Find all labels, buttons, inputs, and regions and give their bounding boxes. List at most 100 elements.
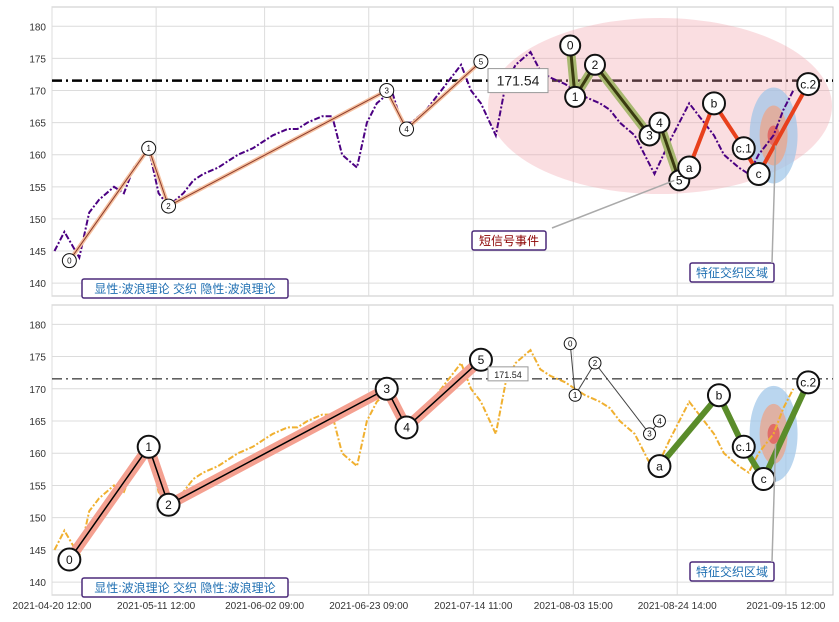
x-tick-label: 2021-06-23 09:00	[329, 601, 408, 612]
reference-value-box	[487, 366, 529, 382]
wave-point-label: a	[686, 161, 693, 175]
plot-frame	[51, 304, 834, 596]
y-tick-label: 160	[29, 151, 46, 162]
wave-point-label: c	[756, 167, 762, 181]
wave-point-label: 5	[478, 353, 485, 367]
wave-point-marker	[564, 85, 587, 108]
y-tick-label: 145	[29, 247, 46, 258]
wave-point-marker	[559, 34, 582, 57]
reference-value-label: 171.54	[494, 370, 522, 380]
y-tick-label: 140	[29, 279, 46, 290]
wave-point-marker	[468, 347, 493, 372]
wave-point-label: 4	[656, 116, 663, 130]
wave-point-marker	[473, 54, 489, 70]
wave-point-label: a	[656, 459, 663, 473]
wave-point-marker	[647, 454, 672, 479]
wave-point-marker	[648, 111, 671, 134]
wave-point-marker	[643, 427, 657, 441]
wave-point-label: c.1	[736, 440, 752, 454]
annotation-box	[81, 278, 289, 299]
y-tick-label: 175	[29, 353, 46, 364]
wave-point-label: b	[716, 388, 723, 402]
x-tick-label: 2021-07-14 11:00	[434, 601, 513, 612]
wave-point-marker	[652, 414, 666, 428]
y-tick-label: 140	[29, 578, 46, 589]
wave-path	[68, 359, 482, 561]
wave-point-marker	[563, 337, 577, 351]
y-tick-label: 165	[29, 119, 46, 130]
wave-point-marker	[731, 136, 756, 161]
wave-point-marker	[161, 198, 177, 214]
wave-point-label: 0	[66, 553, 73, 567]
y-tick-label: 165	[29, 417, 46, 428]
wave-point-label: b	[711, 97, 718, 111]
wave-point-marker	[677, 155, 702, 180]
y-tick-label: 150	[29, 514, 46, 525]
annotation-pointer	[771, 443, 777, 563]
wave-point-marker	[588, 356, 602, 370]
wave-point-marker	[399, 121, 415, 137]
y-tick-label: 155	[29, 481, 46, 492]
wave-point-label: 5	[479, 57, 484, 66]
y-tick-label: 160	[29, 449, 46, 460]
annotation-label: 显性:波浪理论 交织 隐性:波浪理论	[94, 580, 275, 595]
wave-point-label: 0	[568, 339, 573, 348]
wave-point-marker	[57, 547, 82, 572]
chart-panel-top: 140145150155160165170175180012345012345a…	[29, 6, 834, 299]
plot-frame	[51, 6, 834, 297]
annotation-box	[689, 561, 775, 582]
wave-point-marker	[701, 91, 726, 116]
reference-value-label: 171.54	[497, 73, 540, 89]
x-tick-label: 2021-08-24 14:00	[638, 601, 717, 612]
wave-point-marker	[796, 72, 821, 97]
wave-point-marker	[156, 492, 181, 517]
x-tick-label: 2021-05-11 12:00	[117, 601, 196, 612]
wave-point-label: 4	[403, 421, 410, 435]
y-tick-label: 155	[29, 183, 46, 194]
wave-point-label: 3	[383, 382, 390, 396]
wave-point-label: 1	[146, 144, 151, 153]
wave-point-label: c.2	[800, 77, 816, 91]
reference-value-box	[487, 68, 549, 94]
wave-point-label: 1	[573, 391, 578, 400]
wave-point-marker	[141, 140, 157, 156]
wave-point-label: 4	[657, 417, 662, 426]
y-tick-label: 170	[29, 86, 46, 97]
wave-point-marker	[706, 383, 731, 408]
y-tick-label: 170	[29, 385, 46, 396]
annotation-label: 短信号事件	[479, 234, 539, 248]
wave-point-marker	[568, 388, 582, 402]
wave-point-label: 2	[593, 359, 598, 368]
wave-point-label: 2	[166, 202, 171, 211]
annotation-box	[689, 262, 775, 283]
wave-point-marker	[796, 370, 821, 395]
annotation-box	[471, 230, 547, 251]
annotation-label: 特征交织区域	[696, 564, 768, 579]
annotation-label: 显性:波浪理论 交织 隐性:波浪理论	[94, 281, 275, 296]
y-tick-label: 180	[29, 320, 46, 331]
annotation-box	[81, 577, 289, 598]
wave-point-label: 1	[572, 90, 579, 104]
x-tick-label: 2021-04-20 12:00	[13, 601, 92, 612]
wave-point-label: 5	[676, 174, 683, 188]
wave-point-label: 3	[384, 86, 389, 95]
wave-point-label: 3	[647, 430, 652, 439]
wave-point-label: 3	[646, 129, 653, 143]
y-tick-label: 175	[29, 54, 46, 65]
wave-point-label: c	[761, 472, 767, 486]
wave-point-label: 2	[165, 498, 172, 512]
x-tick-label: 2021-06-02 09:00	[225, 601, 304, 612]
wave-point-marker	[394, 415, 419, 440]
wave-point-label: 2	[592, 58, 599, 72]
wave-point-marker	[61, 253, 77, 269]
y-tick-label: 145	[29, 546, 46, 557]
wave-point-marker	[583, 53, 606, 76]
wave-point-label: 0	[67, 256, 72, 265]
wave-point-label: 4	[404, 125, 409, 134]
wave-path	[68, 61, 482, 261]
wave-point-label: c.1	[736, 141, 752, 155]
x-tick-label: 2021-08-03 15:00	[534, 601, 613, 612]
